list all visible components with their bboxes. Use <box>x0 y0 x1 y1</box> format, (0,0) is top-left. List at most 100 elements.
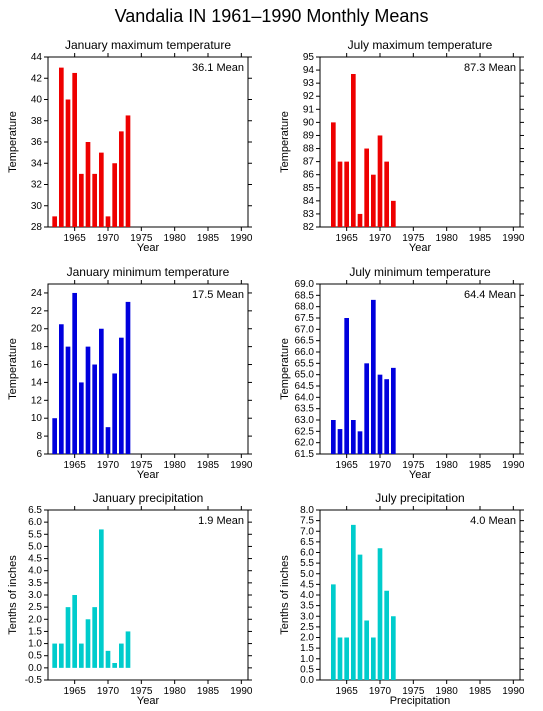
mean-label: 64.4 Mean <box>464 289 516 301</box>
y-tick-label: 5.0 <box>300 569 314 580</box>
bar <box>391 368 396 454</box>
bar <box>92 607 97 668</box>
bar <box>364 149 369 227</box>
y-tick-label: 63.5 <box>294 403 314 414</box>
chart-title: January minimum temperature <box>67 265 230 279</box>
bar <box>344 638 349 681</box>
bar <box>52 418 57 454</box>
y-tick-label: 4.0 <box>300 590 314 601</box>
bar <box>119 644 124 668</box>
y-tick-label: 84 <box>302 196 314 207</box>
y-tick-label: 82 <box>302 222 314 233</box>
bar <box>72 293 77 454</box>
y-axis-label: Temperature <box>279 111 291 173</box>
bar <box>377 549 382 681</box>
y-axis-label: Tenths of inches <box>7 555 19 635</box>
y-tick-label: 6.5 <box>28 505 42 516</box>
y-tick-label: 93 <box>302 78 314 89</box>
y-tick-label: 1.5 <box>300 643 314 654</box>
bar <box>337 638 342 681</box>
bar <box>79 382 84 454</box>
chart-title: July minimum temperature <box>349 265 491 279</box>
x-tick-label: 1985 <box>468 460 491 471</box>
y-tick-label: 95 <box>302 52 314 63</box>
x-tick-label: 1980 <box>164 233 187 244</box>
x-axis-label: Precipitation <box>389 695 450 707</box>
y-tick-label: 16 <box>31 359 43 370</box>
x-tick-label: 1990 <box>502 686 525 697</box>
bar <box>126 302 131 454</box>
bar <box>106 651 111 668</box>
bar <box>391 617 396 681</box>
y-tick-label: 62.5 <box>294 426 314 437</box>
x-tick-label: 1980 <box>435 233 458 244</box>
plot-border <box>320 57 520 227</box>
y-tick-label: 94 <box>302 65 314 76</box>
y-tick-label: 3.0 <box>28 590 42 601</box>
bar <box>364 363 369 454</box>
x-tick-label: 1970 <box>97 233 120 244</box>
x-tick-label: 1965 <box>335 686 358 697</box>
y-tick-label: 86 <box>302 170 314 181</box>
y-tick-label: 22 <box>31 305 43 316</box>
y-tick-label: 3.0 <box>300 612 314 623</box>
y-tick-label: 2.0 <box>28 615 42 626</box>
bar <box>126 115 131 227</box>
bar <box>99 153 104 227</box>
bar <box>377 374 382 453</box>
y-tick-label: 40 <box>31 95 43 106</box>
mean-label: 36.1 Mean <box>192 62 244 74</box>
bar <box>112 373 117 454</box>
y-tick-label: 18 <box>31 341 43 352</box>
chart-grid: January maximum temperature36.1 Mean2830… <box>0 29 543 709</box>
plot-border <box>48 284 248 454</box>
y-tick-label: 1.5 <box>28 627 42 638</box>
x-tick-label: 1985 <box>197 460 220 471</box>
bar <box>357 431 362 454</box>
y-tick-label: 36 <box>31 137 43 148</box>
bar <box>344 162 349 227</box>
y-tick-label: 4.5 <box>300 580 314 591</box>
y-tick-label: 12 <box>31 395 43 406</box>
bar <box>119 131 124 227</box>
y-tick-label: 3.5 <box>300 601 314 612</box>
x-tick-label: 1970 <box>97 686 120 697</box>
chart-cell: July maximum temperature87.3 Mean8283848… <box>272 29 543 256</box>
chart-cell: January precipitation1.9 Mean-0.50.00.51… <box>0 482 272 709</box>
chart-cell: January maximum temperature36.1 Mean2830… <box>0 29 272 256</box>
y-tick-label: 6 <box>36 449 42 460</box>
y-tick-label: 89 <box>302 130 314 141</box>
y-tick-label: 4.5 <box>28 554 42 565</box>
y-tick-label: 68.5 <box>294 290 314 301</box>
y-tick-label: 24 <box>31 288 43 299</box>
y-tick-label: 0.5 <box>28 651 42 662</box>
x-tick-label: 1990 <box>502 460 525 471</box>
y-tick-label: 63.0 <box>294 415 314 426</box>
bar <box>126 632 131 668</box>
mean-label: 17.5 Mean <box>192 289 244 301</box>
plot-border <box>48 510 248 680</box>
y-tick-label: 87 <box>302 157 314 168</box>
x-tick-label: 1970 <box>368 460 391 471</box>
bar <box>357 214 362 227</box>
y-tick-label: 91 <box>302 104 314 115</box>
bar <box>384 591 389 680</box>
plot-border <box>48 57 248 227</box>
mean-label: 1.9 Mean <box>198 515 244 527</box>
x-tick-label: 1985 <box>468 233 491 244</box>
bar <box>331 585 336 681</box>
y-tick-label: 68.0 <box>294 301 314 312</box>
main-title: Vandalia IN 1961–1990 Monthly Means <box>0 0 543 29</box>
bar <box>351 74 356 227</box>
x-tick-label: 1965 <box>64 233 87 244</box>
bar <box>92 174 97 227</box>
bar <box>371 300 376 454</box>
bar <box>79 644 84 668</box>
x-tick-label: 1965 <box>335 460 358 471</box>
bar <box>351 420 356 454</box>
y-tick-label: 88 <box>302 144 314 155</box>
x-tick-label: 1970 <box>97 460 120 471</box>
x-tick-label: 1965 <box>64 460 87 471</box>
bar <box>371 638 376 681</box>
chart-title: January maximum temperature <box>65 38 231 52</box>
